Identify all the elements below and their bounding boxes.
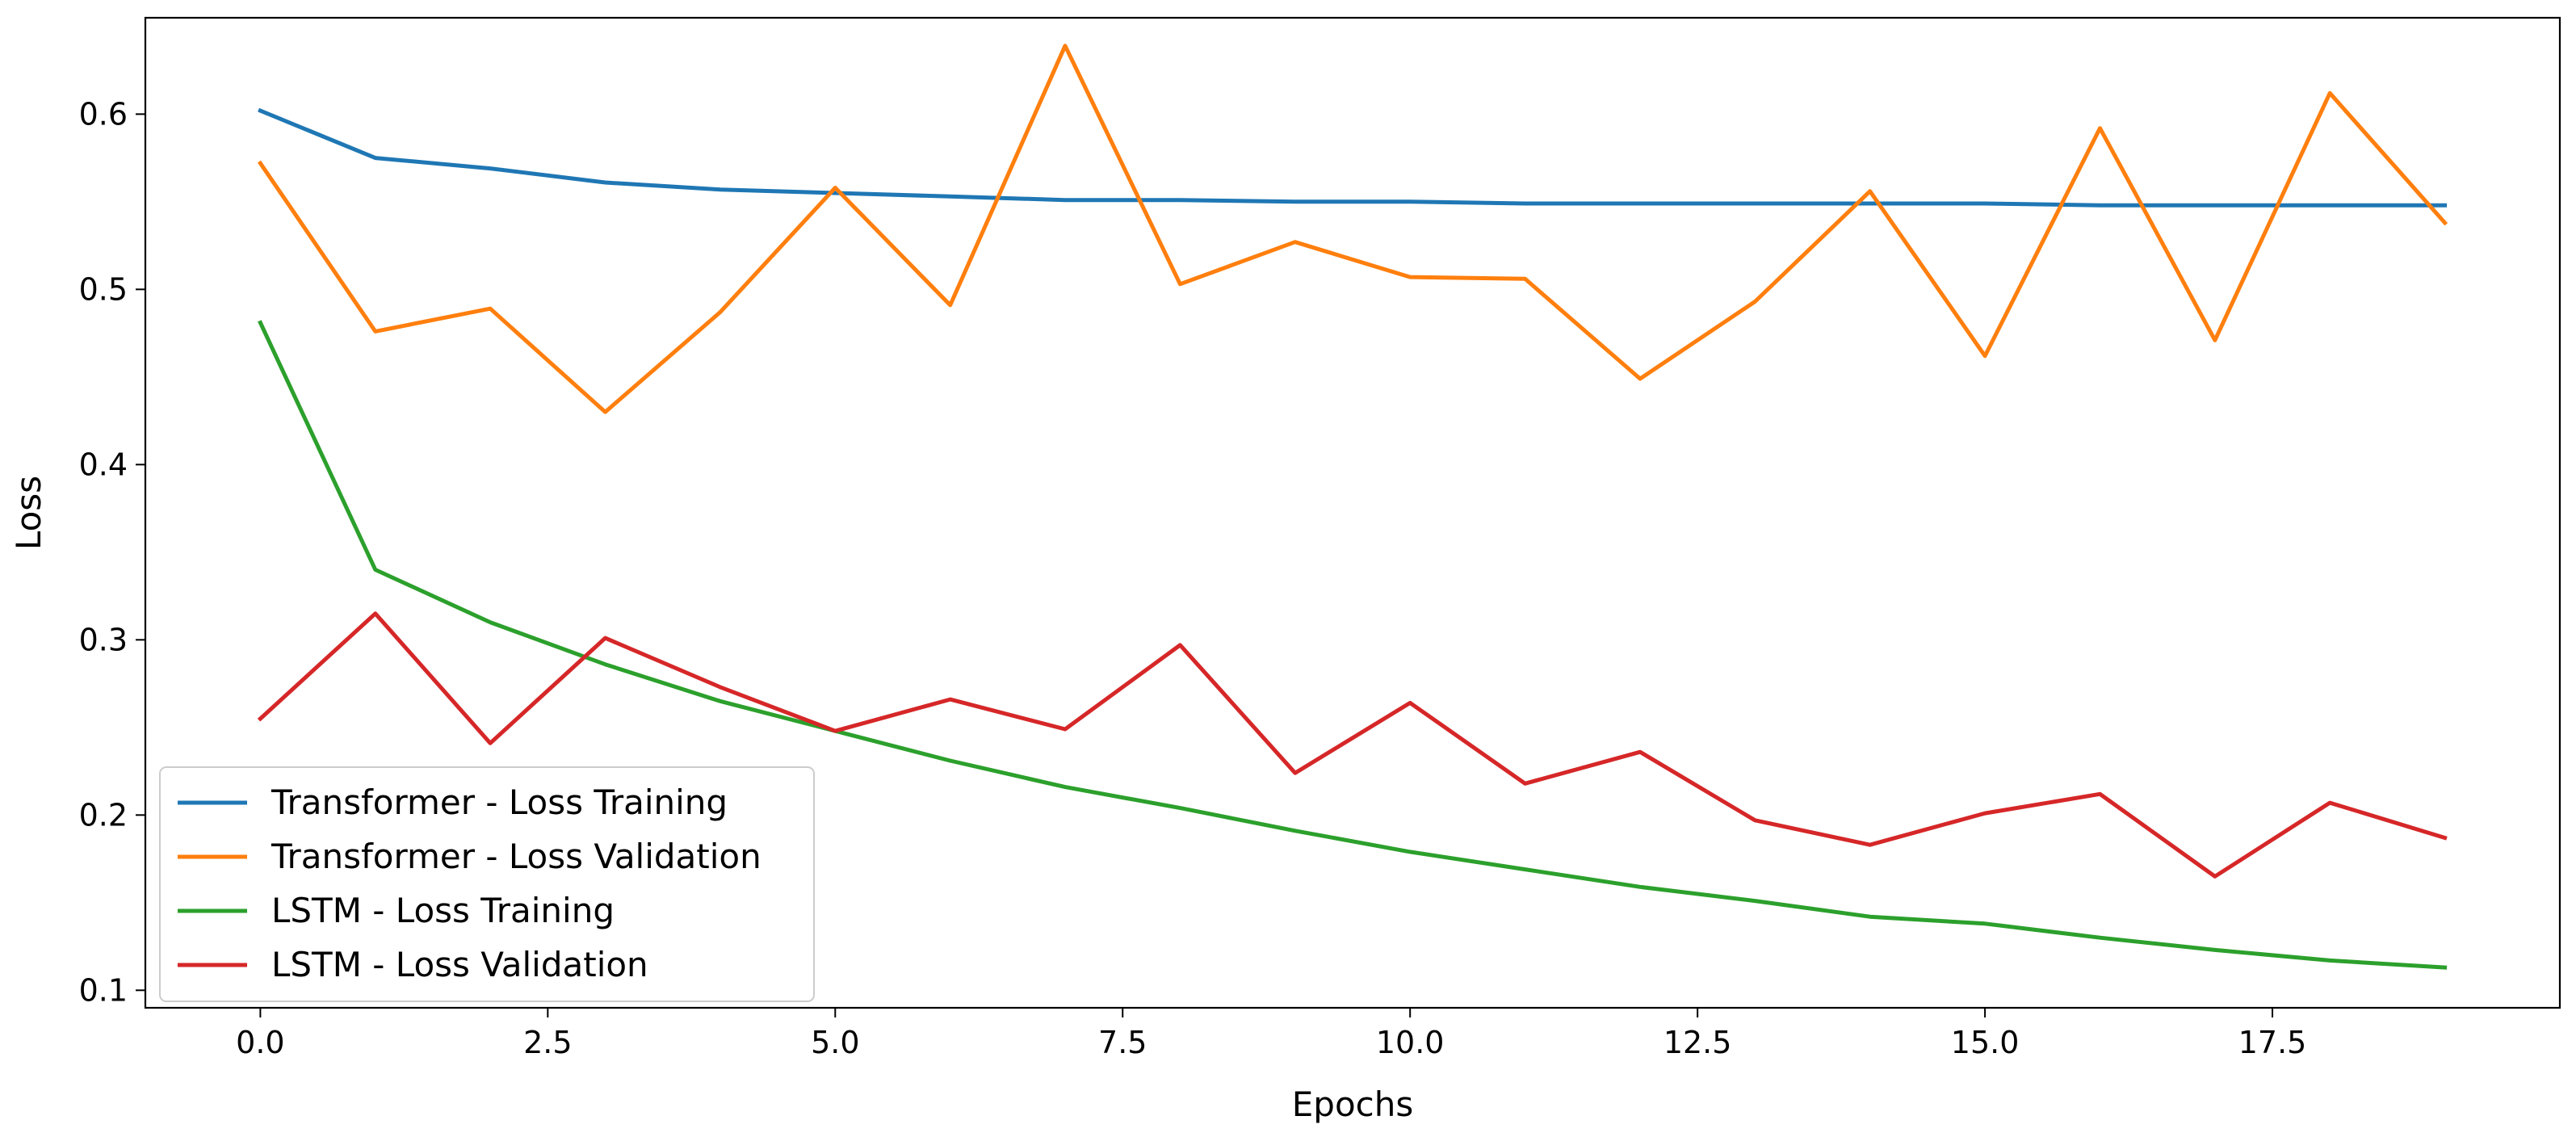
x-tick-label: 7.5 [1098,1025,1147,1060]
y-tick-label: 0.2 [79,797,128,833]
x-tick-label: 5.0 [811,1025,859,1060]
series-line-2 [258,320,2448,970]
x-tick-label: 10.0 [1376,1025,1445,1060]
y-tick-label: 0.6 [79,96,128,132]
y-tick-label: 0.1 [79,972,128,1008]
legend-label: LSTM - Loss Training [271,891,615,930]
plot-lines [257,44,2448,970]
series-line-1 [257,44,2448,414]
x-axis-label: Epochs [1292,1085,1414,1124]
legend: Transformer - Loss Training Transformer -… [159,766,815,1002]
y-axis: 0.1 0.2 0.3 0.4 0.5 0.6 [79,96,145,1008]
legend-label: LSTM - Loss Validation [271,945,648,984]
series-line-3 [257,611,2448,879]
y-tick-label: 0.4 [79,447,128,482]
x-tick-label: 0.0 [236,1025,284,1060]
x-tick-label: 2.5 [523,1025,572,1060]
y-axis-label: Loss [9,476,48,550]
legend-box [159,766,815,1002]
legend-label: Transformer - Loss Training [271,782,728,822]
x-tick-label: 17.5 [2238,1025,2307,1060]
plot-frame [144,16,2561,1009]
x-axis: 0.0 2.5 5.0 7.5 10.0 12.5 15.0 17.5 [236,1008,2306,1060]
y-tick-label: 0.3 [79,622,128,657]
x-tick-label: 12.5 [1663,1025,1732,1060]
series-line-0 [258,107,2448,208]
x-tick-label: 15.0 [1951,1025,2020,1060]
legend-label: Transformer - Loss Validation [271,837,761,876]
y-tick-label: 0.5 [79,271,128,307]
